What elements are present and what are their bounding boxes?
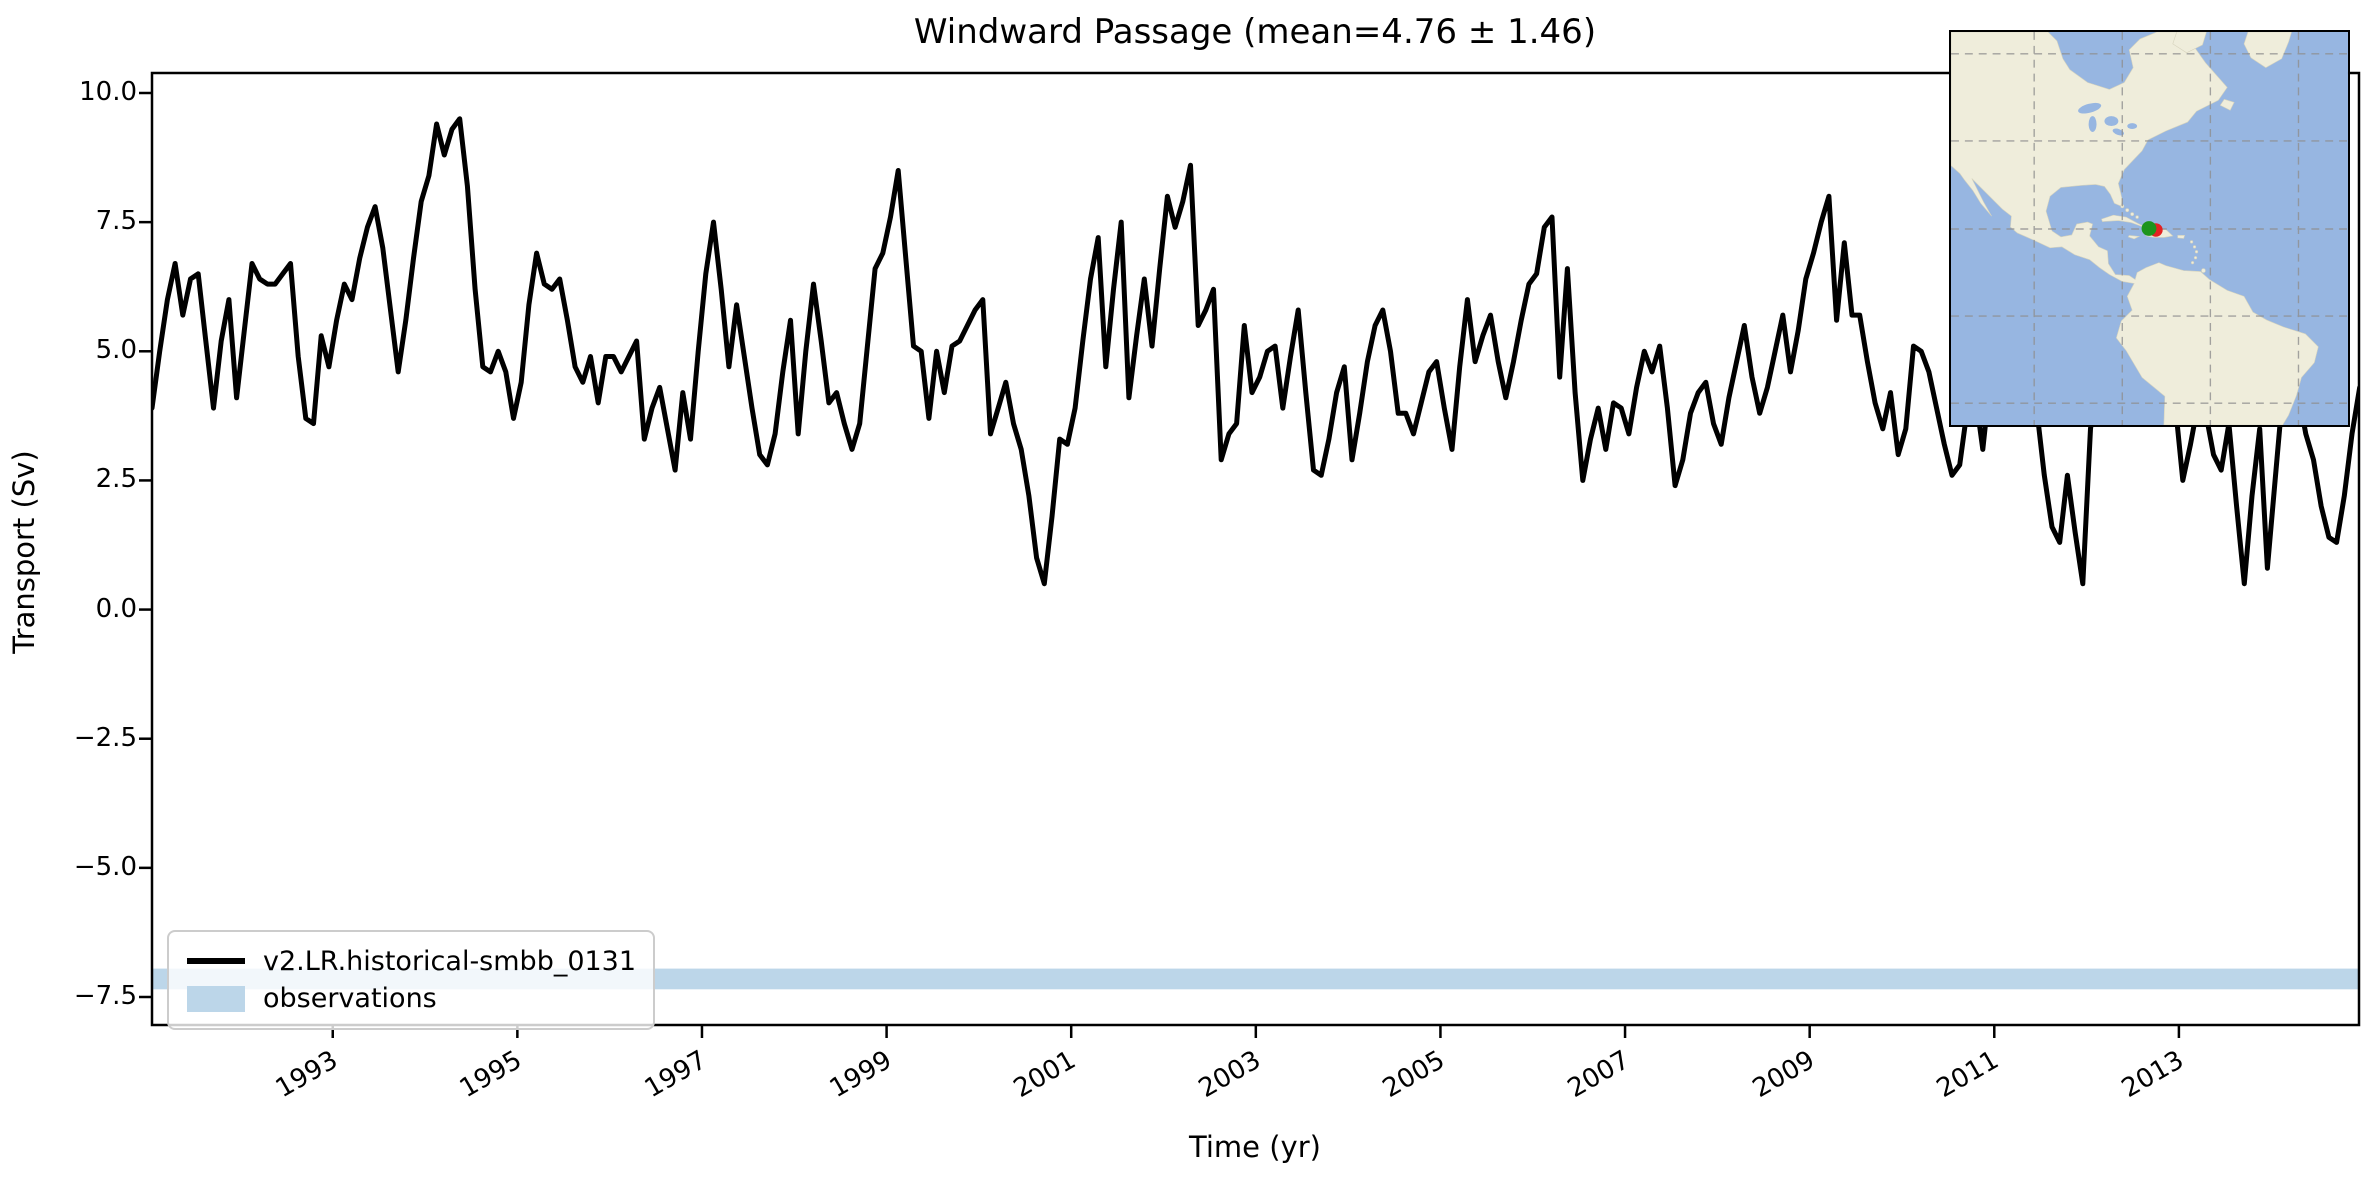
axis-ticks bbox=[139, 91, 2181, 1038]
legend-label-observations: observations bbox=[263, 983, 437, 1014]
observations-band bbox=[152, 968, 2359, 990]
legend-item-observations: observations bbox=[169, 983, 653, 1014]
y-tick-label: −7.5 bbox=[73, 980, 137, 1011]
y-axis-label: Transport (Sv) bbox=[7, 450, 41, 654]
map-inset bbox=[1949, 30, 2350, 427]
y-tick-label: 10.0 bbox=[79, 77, 137, 107]
legend: v2.LR.historical-smbb_0131 observations bbox=[167, 930, 655, 1030]
legend-line-swatch bbox=[187, 958, 245, 965]
y-tick-label: 2.5 bbox=[95, 464, 137, 495]
y-tick-label: −5.0 bbox=[73, 851, 137, 882]
y-tick-label: −2.5 bbox=[73, 722, 137, 753]
y-tick-label: 7.5 bbox=[95, 206, 137, 237]
y-tick-label: 0.0 bbox=[95, 593, 137, 624]
passage-marker-green bbox=[2141, 221, 2157, 236]
chart-title: Windward Passage (mean=4.76 ± 1.46) bbox=[913, 12, 1597, 52]
map-lakes bbox=[2078, 102, 2138, 136]
y-tick-label: 5.0 bbox=[95, 335, 137, 366]
legend-patch-swatch bbox=[187, 985, 245, 1012]
x-axis-label: Time (yr) bbox=[1189, 1130, 1321, 1164]
legend-label-model: v2.LR.historical-smbb_0131 bbox=[263, 945, 637, 977]
plot-border bbox=[150, 71, 2361, 1027]
legend-item-model: v2.LR.historical-smbb_0131 bbox=[169, 946, 653, 977]
